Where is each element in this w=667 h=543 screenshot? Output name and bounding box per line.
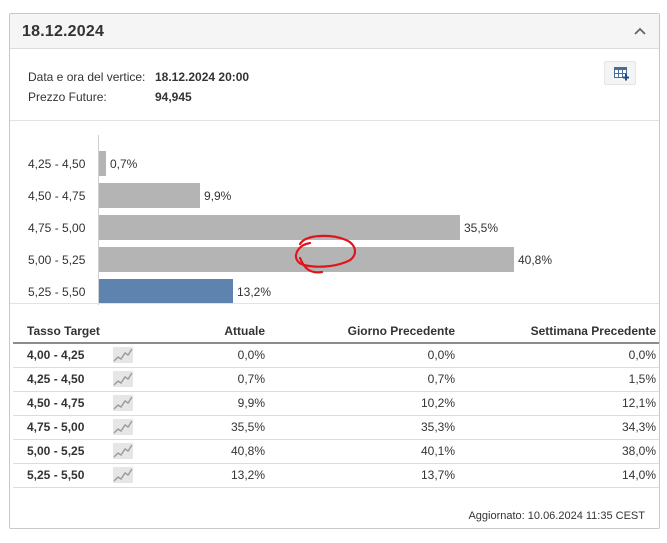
target-rate-cell: 5,25 - 5,50 — [13, 463, 178, 488]
previous-day-value: 0,0% — [268, 343, 458, 368]
trend-chart-icon[interactable] — [113, 419, 133, 435]
bar-value-label: 0,7% — [110, 157, 138, 171]
previous-day-value: 35,3% — [268, 415, 458, 440]
bar[interactable] — [99, 215, 460, 240]
bar-value-label: 9,9% — [204, 189, 232, 203]
bar-value-label: 35,5% — [464, 221, 499, 235]
chevron-up-icon[interactable] — [633, 24, 647, 38]
info-row-datetime: Data e ora del vertice: 18.12.2024 20:00 — [28, 67, 249, 87]
previous-week-value: 34,3% — [458, 415, 659, 440]
current-value: 35,5% — [178, 415, 268, 440]
table-row: 4,75 - 5,00 35,5% 35,3% 34,3% — [13, 415, 659, 440]
trend-chart-icon[interactable] — [113, 443, 133, 459]
bar-row: 4,50 - 4,75 9,9% — [10, 183, 659, 209]
bar-category-label: 5,00 - 5,25 — [28, 253, 86, 267]
probability-table: Tasso Target Attuale Giorno Precedente S… — [13, 319, 659, 488]
column-header-current: Attuale — [178, 319, 268, 344]
previous-week-value: 1,5% — [458, 367, 659, 392]
target-rate-label: 4,25 - 4,50 — [27, 372, 85, 386]
target-rate-label: 5,00 - 5,25 — [27, 444, 85, 458]
target-rate-label: 4,50 - 4,75 — [27, 396, 85, 410]
bar-category-label: 4,50 - 4,75 — [28, 189, 86, 203]
target-rate-label: 4,75 - 5,00 — [27, 420, 85, 434]
previous-day-value: 10,2% — [268, 391, 458, 416]
export-table-button[interactable] — [604, 61, 636, 85]
previous-day-value: 13,7% — [268, 463, 458, 488]
probability-bar-chart: 4,25 - 4,50 0,7% 4,50 - 4,75 9,9% 4,75 - 5,0… — [10, 120, 659, 305]
previous-week-value: 14,0% — [458, 463, 659, 488]
bar-category-label: 5,25 - 5,50 — [28, 285, 86, 299]
chart-axis-line — [98, 135, 99, 305]
info-value: 94,945 — [155, 90, 192, 104]
target-rate-cell: 4,75 - 5,00 — [13, 415, 178, 440]
last-updated: Aggiornato: 10.06.2024 11:35 CEST — [468, 510, 645, 522]
table-row: 5,00 - 5,25 40,8% 40,1% 38,0% — [13, 439, 659, 464]
bar-row: 4,25 - 4,50 0,7% — [10, 151, 659, 177]
trend-chart-icon[interactable] — [113, 371, 133, 387]
trend-chart-icon[interactable] — [113, 395, 133, 411]
previous-week-value: 38,0% — [458, 439, 659, 464]
column-header-previous-day: Giorno Precedente — [268, 319, 458, 344]
current-value: 9,9% — [178, 391, 268, 416]
table-row: 4,00 - 4,25 0,0% 0,0% 0,0% — [13, 343, 659, 368]
bar-row: 5,25 - 5,50 13,2% — [10, 279, 659, 305]
table-header-row: Tasso Target Attuale Giorno Precedente S… — [13, 319, 659, 344]
bar-row: 5,00 - 5,25 40,8% — [10, 247, 659, 273]
current-value: 0,0% — [178, 343, 268, 368]
meeting-info: Data e ora del vertice: 18.12.2024 20:00… — [28, 67, 249, 107]
target-rate-cell: 4,00 - 4,25 — [13, 343, 178, 368]
target-rate-cell: 4,50 - 4,75 — [13, 391, 178, 416]
target-rate-label: 5,25 - 5,50 — [27, 468, 85, 482]
target-rate-label: 4,00 - 4,25 — [27, 348, 85, 363]
trend-chart-icon[interactable] — [113, 347, 133, 364]
info-label: Prezzo Future: — [28, 90, 107, 104]
fedwatch-panel: 18.12.2024 Data e ora del vertice: 18.12… — [9, 13, 660, 529]
bar[interactable] — [99, 151, 106, 176]
bar-row: 4,75 - 5,00 35,5% — [10, 215, 659, 241]
bar-value-label: 40,8% — [518, 253, 553, 267]
table-row: 5,25 - 5,50 13,2% 13,7% 14,0% — [13, 463, 659, 488]
info-label: Data e ora del vertice: — [28, 70, 146, 84]
target-rate-cell: 4,25 - 4,50 — [13, 367, 178, 392]
info-value: 18.12.2024 20:00 — [155, 70, 250, 84]
previous-week-value: 0,0% — [458, 343, 659, 368]
panel-header[interactable]: 18.12.2024 — [10, 14, 659, 49]
bar[interactable] — [99, 183, 200, 208]
current-value: 40,8% — [178, 439, 268, 464]
current-value: 13,2% — [178, 463, 268, 488]
target-rate-cell: 5,00 - 5,25 — [13, 439, 178, 464]
current-value: 0,7% — [178, 367, 268, 392]
panel-title: 18.12.2024 — [22, 23, 105, 40]
trend-chart-icon[interactable] — [113, 467, 133, 483]
table-row: 4,50 - 4,75 9,9% 10,2% 12,1% — [13, 391, 659, 416]
info-row-future-price: Prezzo Future: 94,945 — [28, 87, 249, 107]
divider — [10, 303, 659, 304]
bar-category-label: 4,75 - 5,00 — [28, 221, 86, 235]
table-row: 4,25 - 4,50 0,7% 0,7% 1,5% — [13, 367, 659, 392]
previous-day-value: 40,1% — [268, 439, 458, 464]
divider — [10, 120, 659, 121]
bar-category-label: 4,25 - 4,50 — [28, 157, 86, 171]
previous-week-value: 12,1% — [458, 391, 659, 416]
bar-value-label: 13,2% — [237, 285, 272, 299]
bar[interactable] — [99, 279, 233, 304]
bar[interactable] — [99, 247, 514, 272]
previous-day-value: 0,7% — [268, 367, 458, 392]
column-header-previous-week: Settimana Precedente — [458, 319, 659, 344]
column-header-target: Tasso Target — [13, 319, 178, 344]
